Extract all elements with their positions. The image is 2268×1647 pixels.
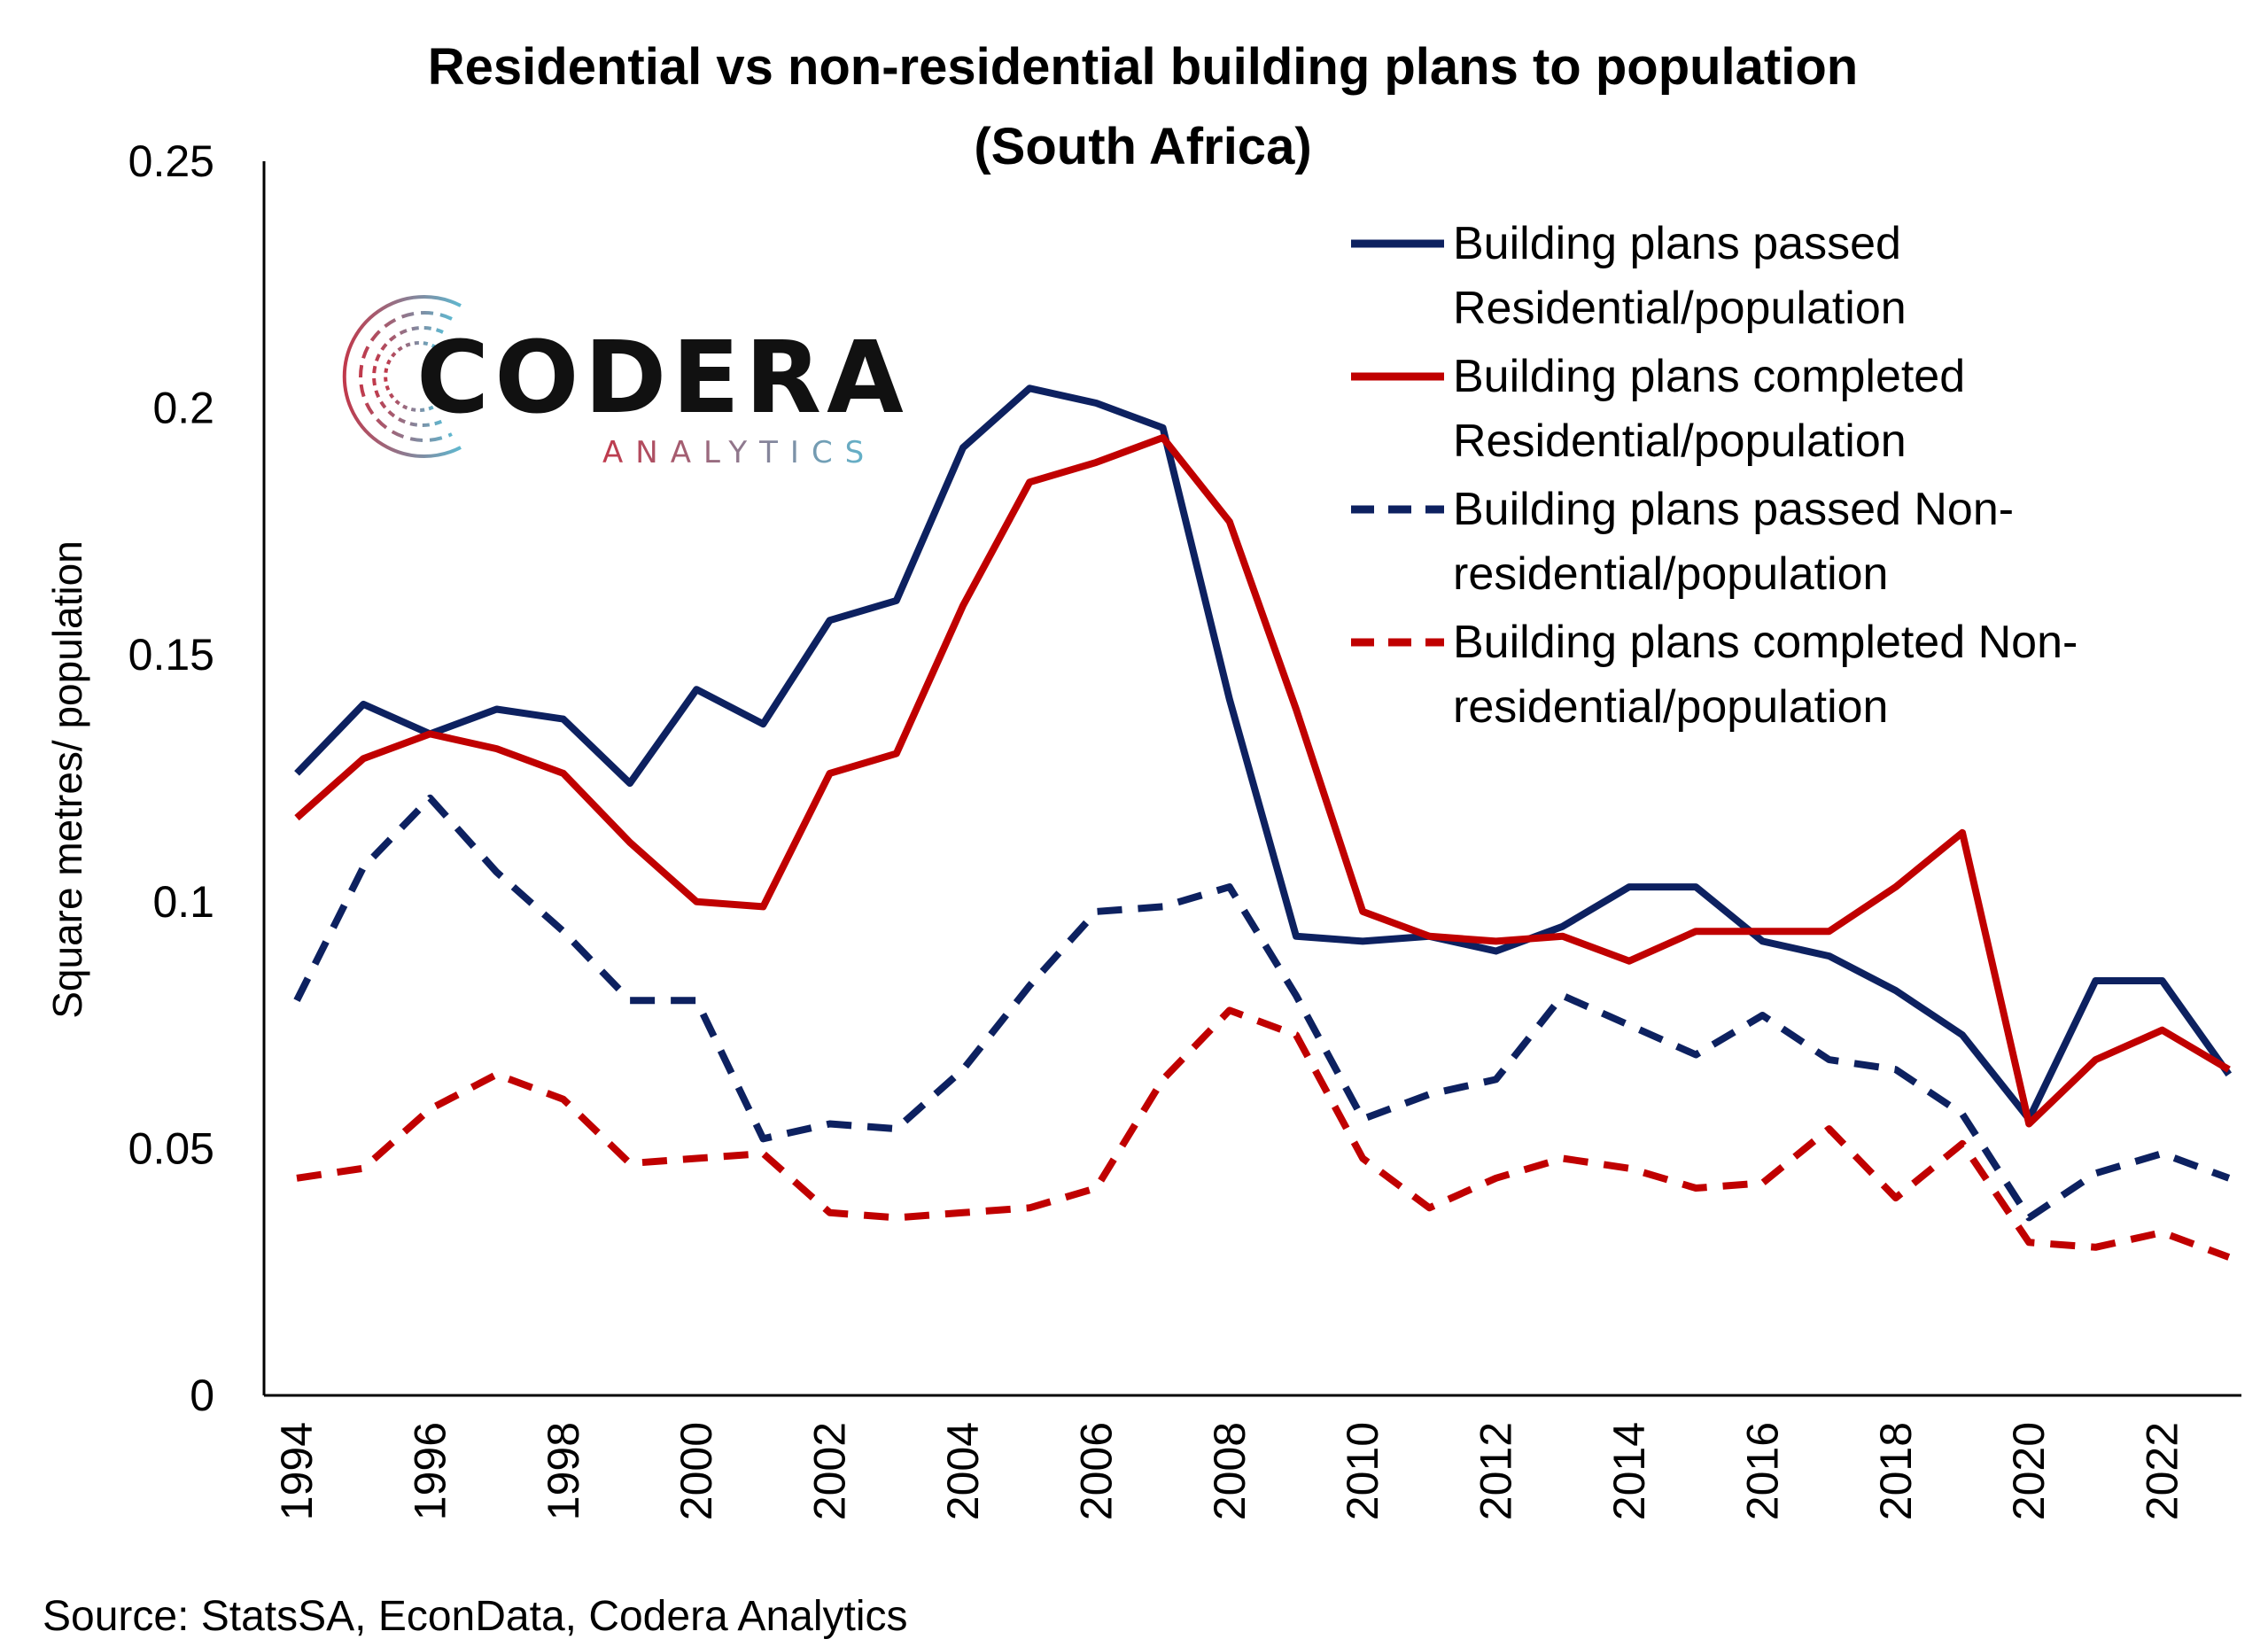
y-tick-label: 0.05 xyxy=(128,1123,214,1173)
y-tick-label: 0.15 xyxy=(128,630,214,680)
y-tick-label: 0.25 xyxy=(128,136,214,186)
x-tick-label: 2002 xyxy=(805,1422,855,1520)
y-tick-label: 0.1 xyxy=(152,877,214,927)
chart-title-line2: (South Africa) xyxy=(974,118,1311,175)
legend-item-passed-residential: Building plans passed Residential/popula… xyxy=(1351,218,1907,334)
x-tick-label: 2018 xyxy=(1871,1422,1921,1520)
x-tick-labels: 1994 1996 1998 2000 2002 2004 2006 2008 2010 2012… xyxy=(272,1422,2187,1520)
legend-label-line2: residential/population xyxy=(1453,548,1888,600)
series-line-1 xyxy=(294,385,2233,1123)
x-tick-label: 2010 xyxy=(1338,1422,1387,1520)
legend-label-line2: Residential/population xyxy=(1453,416,1907,467)
legend-label-line2: Residential/population xyxy=(1453,283,1907,334)
x-tick-label: 1996 xyxy=(405,1422,454,1520)
legend-item-passed-nonresidential: Building plans passed Non- residential/p… xyxy=(1351,484,2014,600)
legend-label-line1: Building plans completed Non- xyxy=(1453,617,2078,668)
legend-label-line1: Building plans completed xyxy=(1453,351,1965,402)
y-axis-title: Square metres/ population xyxy=(44,540,90,1019)
x-tick-label: 2000 xyxy=(672,1422,721,1520)
series-line-2 xyxy=(294,434,2231,1128)
x-tick-label: 2006 xyxy=(1071,1422,1121,1520)
y-tick-label: 0.2 xyxy=(152,384,214,433)
x-tick-label: 1998 xyxy=(539,1422,588,1520)
chart-title-line1: Residential vs non-residential building … xyxy=(428,38,1858,96)
source-note: Source: StatsSA, EconData, Codera Analyt… xyxy=(43,1593,908,1640)
codera-logo: CODERA ANALYTICS xyxy=(342,295,909,470)
legend-label-line1: Building plans passed xyxy=(1453,218,1901,269)
x-tick-label: 2012 xyxy=(1472,1422,1521,1520)
legend-label-line2: residential/population xyxy=(1453,681,1888,733)
legend-item-completed-residential: Building plans completed Residential/pop… xyxy=(1351,351,1965,467)
x-tick-label: 1994 xyxy=(272,1422,322,1520)
x-tick-label: 2014 xyxy=(1604,1422,1654,1520)
x-tick-label: 2022 xyxy=(2138,1422,2187,1520)
logo-name: CODERA xyxy=(416,321,909,436)
logo-arc-icon xyxy=(342,295,462,458)
logo-subtitle: ANALYTICS xyxy=(602,435,876,470)
x-tick-label: 2004 xyxy=(938,1422,988,1520)
x-tick-label: 2008 xyxy=(1205,1422,1254,1520)
legend-label-line1: Building plans passed Non- xyxy=(1453,484,2014,535)
legend-item-completed-nonresidential: Building plans completed Non- residentia… xyxy=(1351,617,2078,733)
series-lines xyxy=(293,385,2233,1261)
x-tick-label: 2016 xyxy=(1737,1422,1787,1520)
x-tick-label: 2020 xyxy=(2004,1422,2054,1520)
y-tick-labels: 0 0.05 0.1 0.15 0.2 0.25 xyxy=(128,136,214,1420)
y-tick-label: 0 xyxy=(190,1371,214,1420)
series-line-4 xyxy=(296,1006,2231,1261)
legend: Building plans passed Residential/popula… xyxy=(1351,218,2078,733)
series-line-3 xyxy=(293,794,2231,1222)
